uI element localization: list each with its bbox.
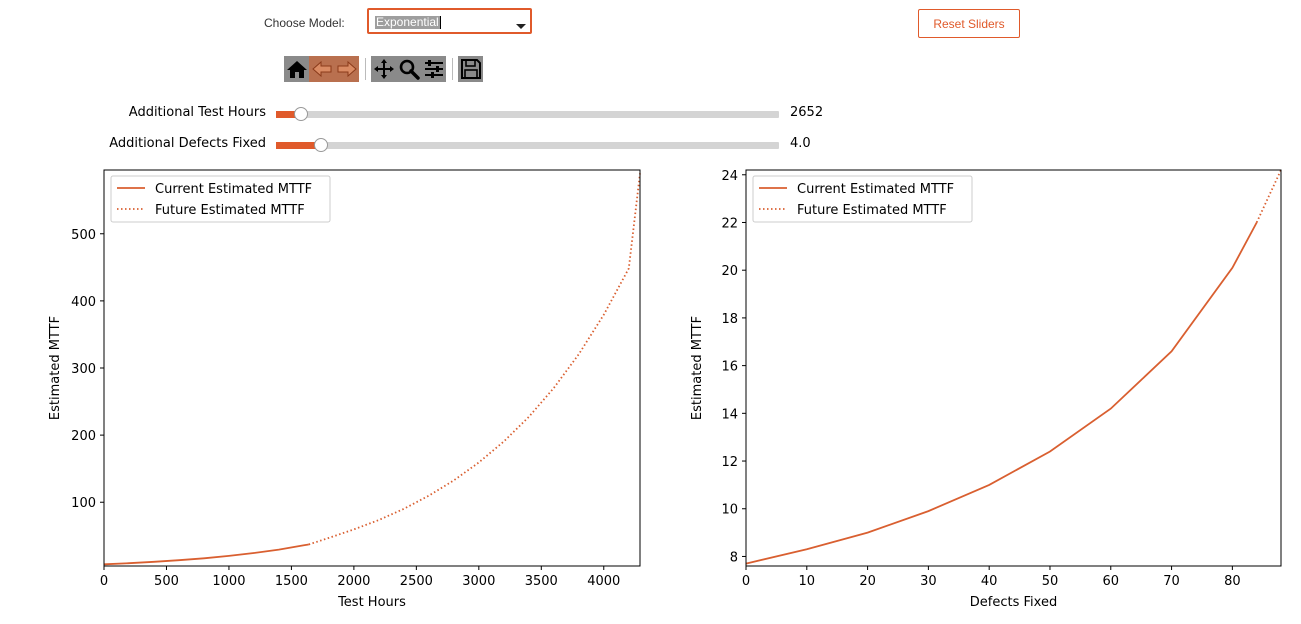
- hours-chart-xlabel: Test Hours: [337, 595, 406, 610]
- hours-chart-xtick-label: 1000: [212, 574, 245, 589]
- home-icon: [286, 61, 307, 78]
- forward-arrow-icon: [337, 60, 357, 78]
- hours-chart-xtick-label: 1500: [275, 574, 308, 589]
- hours-chart-xtick-label: 4000: [587, 574, 620, 589]
- defects-chart-ytick-label: 20: [721, 264, 738, 279]
- pan-button[interactable]: [371, 56, 396, 82]
- defects-chart-series-future: [1255, 169, 1282, 223]
- configure-subplots-button[interactable]: [421, 56, 446, 82]
- hours-chart-legend-box: [110, 175, 331, 223]
- hours-chart-xtick-label: 500: [154, 574, 179, 589]
- defects-chart-ytick-label: 24: [721, 169, 738, 184]
- model-select-value: Exponential: [375, 15, 441, 29]
- test-hours-slider[interactable]: [276, 107, 779, 121]
- hours-chart-xtick-label: 0: [100, 574, 108, 589]
- defects-chart-legend-label: Future Estimated MTTF: [797, 203, 947, 218]
- hours-chart-xtick-label: 3500: [525, 574, 558, 589]
- back-button[interactable]: [309, 56, 334, 82]
- hours-chart-series-future: [308, 173, 641, 546]
- defects-chart-xtick-label: 50: [1042, 574, 1059, 589]
- test-hours-slider-value: 2652: [790, 105, 824, 120]
- hours-chart-legend-label: Future Estimated MTTF: [155, 203, 305, 218]
- defects-chart-ylabel: Estimated MTTF: [690, 316, 705, 420]
- defects-chart-ytick-label: 12: [721, 455, 738, 470]
- test-hours-slider-handle[interactable]: [294, 107, 309, 121]
- defects-chart-ytick-label: 18: [721, 312, 738, 327]
- hours-chart-ylabel: Estimated MTTF: [48, 316, 63, 420]
- hours-chart-ytick-label: 400: [71, 295, 96, 310]
- defects-fixed-slider-label: Additional Defects Fixed: [109, 136, 266, 151]
- configure-subplots-icon: [424, 60, 443, 78]
- forward-button[interactable]: [334, 56, 359, 82]
- defects-chart-legend-box: [752, 175, 973, 223]
- hours-chart-ytick-label: 100: [71, 496, 96, 511]
- defects-chart-xtick-label: 10: [799, 574, 816, 589]
- back-arrow-icon: [311, 60, 331, 78]
- defects-chart-xtick-label: 80: [1224, 574, 1241, 589]
- home-button[interactable]: [284, 56, 309, 82]
- defects-chart-xtick-label: 30: [920, 574, 937, 589]
- defects-fixed-slider[interactable]: [276, 138, 779, 152]
- test-hours-slider-label: Additional Test Hours: [128, 105, 266, 120]
- hours-chart-series-current: [103, 543, 309, 566]
- defects-fixed-slider-value: 4.0: [790, 136, 811, 151]
- hours-chart-ytick-label: 200: [71, 429, 96, 444]
- defects-fixed-slider-handle[interactable]: [314, 138, 329, 152]
- test-hours-slider-fill: [276, 111, 302, 118]
- hours-chart-xtick-label: 2000: [337, 574, 370, 589]
- defects-chart-series-current: [745, 222, 1258, 565]
- save-button[interactable]: [458, 56, 483, 82]
- defects-chart-ytick-label: 14: [721, 407, 738, 422]
- hours-chart-xtick-label: 2500: [400, 574, 433, 589]
- defects-chart-legend: Current Estimated MTTF Future Estimated M…: [752, 175, 973, 223]
- hours-chart: 0 500 1000 1500 2000 2500 3000 3500 4000 100 200 30…: [48, 169, 641, 610]
- defects-chart-xlabel: Defects Fixed: [970, 595, 1057, 610]
- defects-chart-xtick-label: 20: [859, 574, 876, 589]
- pan-icon: [373, 59, 394, 79]
- defects-chart-xtick-label: 40: [981, 574, 998, 589]
- defects-chart-xtick-label: 60: [1102, 574, 1119, 589]
- defects-chart-legend-label: Current Estimated MTTF: [797, 182, 954, 197]
- defects-chart: 0 10 20 30 40 50 60 70 80 8 10 12 14 16 18 20 22 24 Defect…: [690, 169, 1282, 610]
- zoom-button[interactable]: [396, 56, 421, 82]
- hours-chart-ytick-label: 500: [71, 228, 96, 243]
- defects-chart-ytick-label: 22: [721, 216, 738, 231]
- defects-chart-frame: [745, 169, 1282, 567]
- hours-chart-legend: Current Estimated MTTF Future Estimated M…: [110, 175, 331, 223]
- defects-chart-xtick-label: 70: [1163, 574, 1180, 589]
- choose-model-label: Choose Model:: [264, 16, 345, 30]
- save-icon: [460, 59, 481, 79]
- hours-chart-xtick-label: 3000: [462, 574, 495, 589]
- defects-fixed-slider-fill: [276, 142, 322, 149]
- defects-chart-ytick-label: 16: [721, 360, 738, 375]
- defects-chart-ytick-label: 8: [730, 550, 738, 565]
- chevron-down-icon: [516, 24, 526, 29]
- reset-sliders-button[interactable]: Reset Sliders: [918, 9, 1020, 38]
- defects-chart-ytick-label: 10: [721, 503, 738, 518]
- model-select[interactable]: Exponential: [367, 8, 532, 34]
- zoom-icon: [399, 59, 420, 80]
- hours-chart-legend-label: Current Estimated MTTF: [155, 182, 312, 197]
- hours-chart-ytick-label: 300: [71, 362, 96, 377]
- defects-chart-xtick-label: 0: [742, 574, 750, 589]
- hours-chart-frame: [103, 169, 641, 567]
